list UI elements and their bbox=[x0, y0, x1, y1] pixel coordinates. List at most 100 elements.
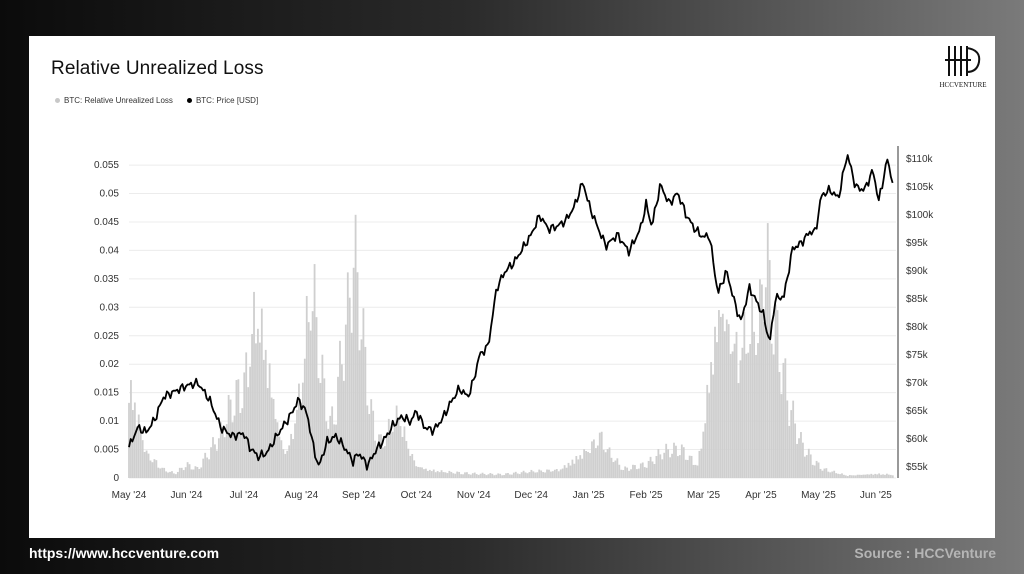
loss-bar bbox=[284, 453, 287, 478]
loss-bar bbox=[374, 440, 377, 478]
loss-bar bbox=[612, 462, 615, 478]
loss-bar bbox=[747, 352, 750, 478]
legend-item-price[interactable]: BTC: Price [USD] bbox=[186, 96, 258, 105]
loss-bar bbox=[280, 440, 283, 478]
loss-bar bbox=[421, 467, 423, 478]
loss-bar bbox=[542, 472, 545, 478]
x-tick-label: Jun '24 bbox=[170, 490, 202, 501]
loss-bar bbox=[354, 214, 357, 478]
right-axis: $55k $60k $65k $70k $75k $80k $85k $90k $95k $100… bbox=[897, 146, 934, 478]
loss-bar bbox=[645, 467, 648, 478]
loss-bar bbox=[610, 457, 613, 478]
loss-bar bbox=[749, 343, 752, 478]
loss-bar bbox=[786, 400, 789, 478]
loss-bar bbox=[680, 444, 683, 478]
loss-bar bbox=[436, 471, 439, 478]
loss-bar bbox=[866, 474, 869, 478]
loss-bar bbox=[850, 475, 853, 478]
loss-bar bbox=[626, 467, 629, 478]
left-tick-label: 0.025 bbox=[94, 331, 119, 342]
loss-bar bbox=[632, 464, 634, 478]
loss-bar bbox=[151, 462, 154, 478]
loss-bar bbox=[819, 468, 822, 478]
loss-bar bbox=[710, 362, 713, 478]
loss-bar bbox=[417, 466, 420, 478]
loss-bar bbox=[225, 424, 228, 478]
loss-bar bbox=[393, 425, 396, 478]
loss-bar bbox=[651, 461, 654, 478]
loss-bar bbox=[329, 415, 332, 478]
loss-bar bbox=[688, 455, 691, 478]
loss-bar bbox=[837, 473, 839, 478]
loss-bar bbox=[372, 410, 375, 478]
loss-bar bbox=[546, 469, 548, 478]
loss-bar bbox=[807, 448, 810, 478]
loss-bar bbox=[532, 471, 535, 478]
legend-label-loss: BTC: Relative Unrealized Loss bbox=[64, 96, 173, 105]
loss-bar bbox=[635, 469, 638, 478]
loss-bar bbox=[776, 310, 779, 478]
loss-bar bbox=[856, 474, 859, 478]
right-tick-label: $60k bbox=[906, 434, 929, 445]
loss-bar bbox=[604, 452, 607, 478]
loss-bar bbox=[292, 439, 294, 478]
loss-bar bbox=[702, 431, 705, 478]
loss-bar bbox=[266, 388, 269, 478]
right-tick-label: $100k bbox=[906, 210, 934, 221]
loss-bar bbox=[618, 464, 621, 478]
footer-url[interactable]: https://www.hccventure.com bbox=[29, 545, 220, 561]
loss-bar bbox=[370, 399, 373, 478]
loss-bar bbox=[501, 475, 504, 478]
legend-item-loss[interactable]: BTC: Relative Unrealized Loss bbox=[55, 96, 173, 105]
loss-bar bbox=[278, 436, 281, 478]
loss-bar bbox=[553, 469, 556, 478]
loss-bar bbox=[155, 460, 158, 478]
left-axis: 0 0.005 0.01 0.015 0.02 0.025 0.03 0.035 0.04 0.0… bbox=[94, 160, 119, 484]
loss-bar bbox=[130, 380, 132, 478]
hcc-monogram-icon: HCCVENTURE bbox=[939, 46, 987, 89]
loss-bar bbox=[657, 449, 660, 478]
loss-bar bbox=[473, 472, 476, 478]
loss-bar bbox=[663, 452, 666, 478]
right-tick-label: $105k bbox=[906, 182, 934, 193]
loss-bar bbox=[516, 473, 519, 478]
loss-bar bbox=[137, 414, 140, 478]
loss-bar bbox=[845, 475, 847, 478]
loss-bar bbox=[544, 472, 546, 478]
loss-bar bbox=[214, 444, 216, 478]
loss-bar bbox=[665, 443, 668, 478]
loss-bar bbox=[727, 324, 730, 478]
chart-card: Relative Unrealized Loss BTC: Relative U… bbox=[29, 36, 995, 538]
loss-bar bbox=[346, 272, 349, 478]
loss-bar bbox=[882, 474, 884, 478]
loss-bar bbox=[567, 462, 570, 478]
loss-bar bbox=[891, 475, 894, 478]
loss-bar bbox=[202, 458, 205, 478]
loss-bar bbox=[296, 409, 298, 478]
loss-bar bbox=[342, 380, 345, 478]
loss-bar bbox=[593, 439, 595, 478]
loss-bar bbox=[507, 473, 509, 478]
loss-bar bbox=[315, 317, 318, 478]
right-tick-label: $90k bbox=[906, 266, 929, 277]
loss-bar bbox=[366, 405, 369, 478]
loss-bar bbox=[485, 475, 488, 478]
loss-bar bbox=[721, 313, 724, 478]
loss-bar bbox=[452, 473, 455, 478]
right-tick-label: $110k bbox=[906, 154, 934, 165]
loss-bar bbox=[173, 473, 175, 478]
loss-bar bbox=[770, 343, 773, 478]
loss-bar bbox=[395, 405, 398, 478]
loss-bar bbox=[509, 474, 511, 478]
loss-bar bbox=[141, 440, 144, 478]
loss-bar bbox=[862, 474, 865, 478]
loss-bar bbox=[815, 460, 818, 478]
loss-bar bbox=[364, 346, 367, 478]
loss-bar bbox=[299, 402, 302, 478]
loss-bar bbox=[698, 450, 701, 478]
loss-bar bbox=[307, 322, 310, 478]
loss-bar bbox=[718, 310, 720, 478]
loss-bar bbox=[188, 464, 191, 478]
loss-bar bbox=[313, 264, 316, 478]
loss-bar bbox=[241, 408, 244, 478]
